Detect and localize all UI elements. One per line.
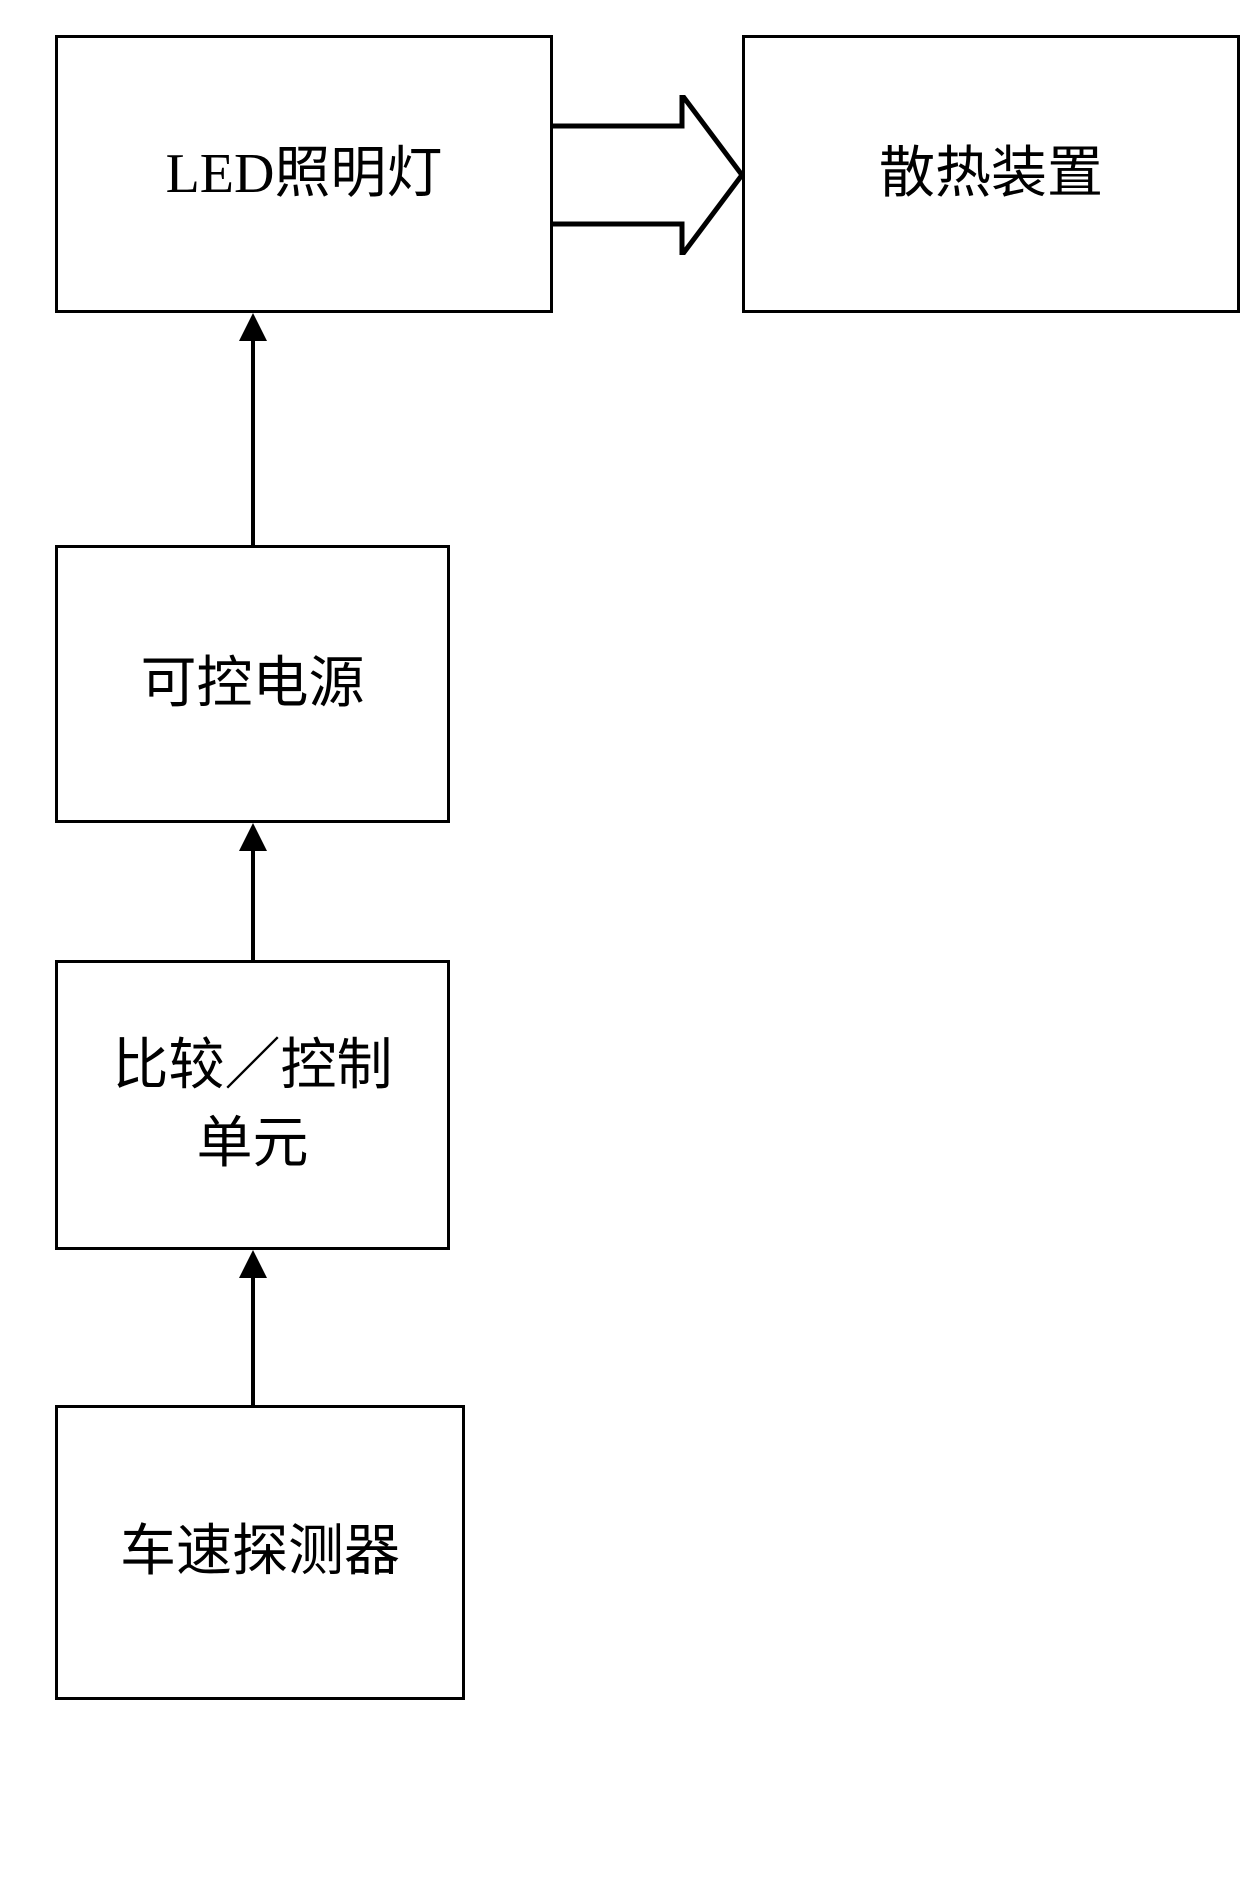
arrow-head-icon <box>239 1250 267 1278</box>
node-controllable-power: 可控电源 <box>55 545 450 823</box>
node-led-light: LED照明灯 <box>55 35 553 313</box>
node-compare-control-unit: 比较／控制 单元 <box>55 960 450 1250</box>
edge-compare-to-power <box>251 851 255 960</box>
node-label: 可控电源 <box>141 645 365 723</box>
edge-led-to-heatsink <box>553 95 742 255</box>
node-label: 比较／控制 单元 <box>113 1027 393 1184</box>
node-label: 散热装置 <box>879 135 1103 213</box>
edge-speed-to-compare <box>251 1278 255 1405</box>
node-label: 车速探测器 <box>120 1513 400 1591</box>
edge-power-to-led <box>251 341 255 545</box>
node-speed-detector: 车速探测器 <box>55 1405 465 1700</box>
node-heat-dissipation: 散热装置 <box>742 35 1240 313</box>
arrow-head-icon <box>239 823 267 851</box>
node-label: LED照明灯 <box>166 135 443 213</box>
flowchart-diagram: LED照明灯 散热装置 可控电源 比较／控制 单元 车速探测器 <box>0 0 1248 1881</box>
arrow-head-icon <box>239 313 267 341</box>
